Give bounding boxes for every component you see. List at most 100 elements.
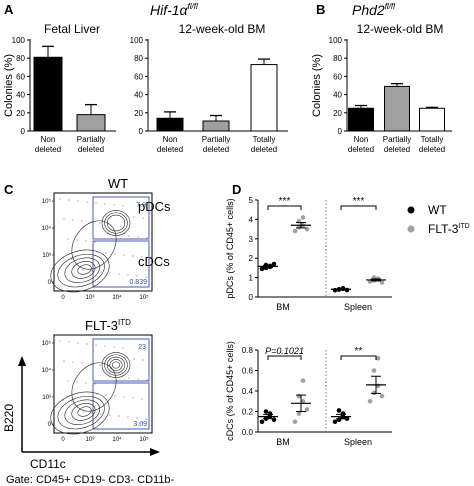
flow-flt-event-dot: [96, 393, 98, 395]
bar-a2-xlabel-2-1: deleted: [251, 145, 277, 154]
flow-flt-event-dot: [119, 376, 121, 378]
flow-wt-event-dot: [119, 234, 121, 236]
flow-flt-event-dot: [145, 418, 147, 420]
scatter-cdcs-point-3-3: [371, 368, 377, 373]
flow-flt-event-dot: [132, 397, 134, 399]
flow-wt-event-dot: [113, 204, 115, 206]
scatter-cdcs-sig-label-1: **: [355, 346, 363, 357]
bar-b-ytick-label-60: 60: [333, 72, 342, 81]
legend-wt-label: WT: [428, 203, 447, 217]
flow-pdc-label: pDCs: [138, 199, 171, 214]
flow-wt-event-dot: [91, 270, 93, 272]
flow-flt-event-dot: [113, 346, 115, 348]
flow-flt-xtick-label-1: 10⁴: [112, 436, 122, 443]
flow-flt-pdc-value: 23: [138, 344, 146, 351]
panel-b-gene-main: Phd2: [352, 2, 385, 18]
flow-wt-pdc-gate: [92, 196, 150, 240]
flow-flt-event-dot: [63, 360, 65, 362]
scatter-pdcs-ytick-label-4: 4: [249, 215, 254, 224]
flow-flt-cdc-value: 3.09: [133, 421, 147, 428]
bar-b-ylabel: Colonies (%): [311, 54, 323, 117]
bar-a1-bar-1: [76, 114, 106, 132]
bar-a1-ytick-label-0: 0: [21, 127, 26, 136]
scatter-cdcs-ylabel: cDCs (% of CD45+ cells): [225, 341, 235, 441]
flow-flt-event-dot: [99, 364, 101, 366]
bar-b-title: 12-week-old BM: [357, 22, 444, 36]
flow-wt-event-dot: [128, 235, 130, 237]
flow-wt-event-dot: [59, 198, 61, 200]
bar-b-xlabel-1-0: Partially: [383, 135, 411, 144]
flow-flt-xtick-label-0: 10⁵: [139, 436, 149, 443]
flow-wt-event-dot: [105, 252, 107, 254]
bar-a1-bar-0: [33, 56, 63, 132]
flow-wt-event-dot: [67, 238, 69, 240]
scatter-cdcs-point-0-3: [263, 409, 269, 414]
flow-wt-event-dot: [145, 276, 147, 278]
flow-flt-event-dot: [136, 417, 138, 419]
flow-wt-event-dot: [99, 222, 101, 224]
flow-wt-event-dot: [127, 274, 129, 276]
bar-b-ytick-label-40: 40: [333, 91, 342, 100]
flow-wt-event-dot: [85, 240, 87, 242]
flow-wt-main-contour-2: [64, 257, 101, 283]
flow-wt-frame: [53, 192, 153, 292]
scatter-cdcs-sig-bracket-0: [267, 355, 302, 360]
flow-flt-event-dot: [105, 394, 107, 396]
scatter-pdcs-group-label-1: Spleen: [344, 302, 372, 312]
bar-b-ytick-label-100: 100: [329, 36, 343, 45]
flow-flt-pdc-contour-2: [106, 356, 126, 374]
panel-label-b: B: [316, 2, 325, 17]
scatter-cdcs-point-1-1: [296, 411, 302, 416]
flow-flt-main-contour-4: [77, 406, 92, 417]
flow-plot-wt: 10⁵ 10⁵ 10⁴ 10⁴ 10³ 10³ 0 0 7.9 0.839: [42, 192, 153, 301]
flow-wt-event-dot: [118, 273, 120, 275]
flow-wt-event-dot: [132, 255, 134, 257]
flow-wt-event-dot: [122, 205, 124, 207]
flow-wt-event-dot: [123, 254, 125, 256]
bar-a2-bar-1: [202, 120, 230, 132]
legend-flt-sup: ITD: [458, 223, 469, 230]
scatter-pdcs-ylabel: pDCs (% of CD45+ cells): [225, 198, 235, 298]
flow-wt-main-contour-3: [71, 261, 96, 279]
bar-a2-bar-0: [156, 117, 184, 132]
panel-a-gene-sup: fl/fl: [188, 2, 198, 11]
flow-flt-event-dot: [123, 396, 125, 398]
flow-wt-event-dot: [108, 223, 110, 225]
bar-a1-xlabel-0-1: deleted: [35, 145, 61, 154]
scatter-cdcs-ytick-label-0.8: 0.8: [242, 346, 254, 355]
bar-a1-ytick-label-80: 80: [16, 54, 25, 63]
flow-wt-ytick-label-1: 10⁴: [42, 225, 52, 232]
flow-flt-event-dot: [122, 347, 124, 349]
scatter-cdcs-ytick-label-0.2: 0.2: [242, 408, 254, 417]
flow-flt-event-dot: [85, 382, 87, 384]
flow-flt-title: FLT-3ITD: [85, 318, 131, 333]
flow-flt-event-dot: [108, 365, 110, 367]
flow-wt-event-dot: [63, 218, 65, 220]
bar-b-bar-1: [384, 85, 410, 132]
flow-wt-pdc-contour-1: [104, 212, 128, 234]
panel-a-gene-title: Hif-1αfl/fl: [150, 2, 198, 18]
x-axis-arrowhead: [150, 448, 160, 456]
scatter-pdcs-sig-label-0: ***: [279, 196, 291, 207]
bar-a2-xlabel-1-0: Partially: [202, 135, 230, 144]
panel-label-c: C: [4, 182, 14, 197]
flow-wt-event-dot: [81, 220, 83, 222]
bar-a2-bar-2: [250, 64, 278, 132]
flow-wt-event-dot: [100, 271, 102, 273]
bar-a2-ytick-label-20: 20: [134, 109, 143, 118]
flow-wt-ytick-label-3: 0: [48, 280, 52, 286]
flow-flt-event-dot: [127, 416, 129, 418]
scatter-pdcs-group-label-0: BM: [276, 302, 290, 312]
flow-wt-event-dot: [137, 236, 139, 238]
flow-flt-event-dot: [86, 343, 88, 345]
flow-wt-event-dot: [90, 221, 92, 223]
bar-b-xlabel-0-0: Non: [354, 135, 369, 144]
flow-wt-event-dot: [133, 216, 135, 218]
flow-wt-pdc-contour-0: [101, 210, 131, 236]
legend-flt-main: FLT-3: [428, 222, 459, 236]
scatter-pdcs-sig-bracket-0: [267, 205, 302, 210]
flow-wt-cdc-gate: [92, 240, 150, 288]
flow-wt-event-dot: [141, 256, 143, 258]
bar-b-xlabel-1-1: deleted: [384, 145, 410, 154]
